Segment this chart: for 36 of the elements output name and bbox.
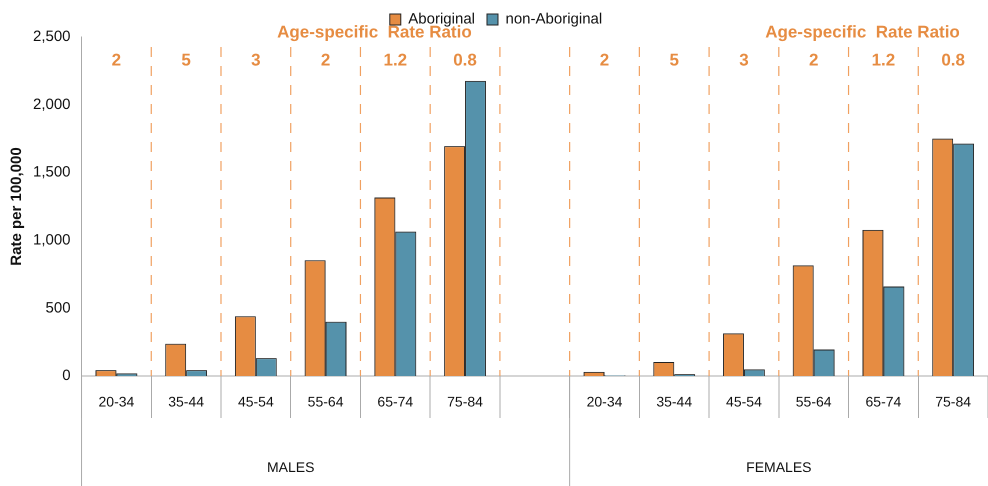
y-tick-label: 500: [46, 299, 71, 316]
x-tick-label: 55-64: [308, 393, 344, 410]
annotation: Age-specific Rate Ratio: [765, 22, 960, 42]
x-tick-label: 45-54: [726, 393, 762, 410]
y-axis-title: Rate per 100,000: [8, 147, 26, 266]
text: FEMALES: [746, 458, 812, 475]
x-tick-label: 20-34: [586, 393, 623, 410]
annotation: 2: [600, 50, 610, 70]
x-tick-label: 75-84: [935, 393, 972, 410]
annotation: 2: [808, 50, 818, 70]
y-tick-label: 0: [62, 367, 71, 384]
annotation: 2: [112, 50, 122, 70]
annotation: 1.2: [872, 50, 896, 70]
x-tick-label: 75-84: [447, 393, 484, 410]
annotation: 2: [320, 50, 330, 70]
x-tick-label: 55-64: [796, 393, 832, 410]
annotation: 3: [251, 50, 261, 70]
annotation: 0.8: [941, 50, 965, 70]
y-tick-label: 2,500: [32, 28, 71, 46]
y-tick-label: 1,500: [32, 164, 71, 181]
legend-label: Aboriginal: [408, 10, 475, 28]
x-tick-label: 35-44: [656, 393, 692, 410]
annotation: 0.8: [453, 50, 477, 70]
x-tick-label: 35-44: [168, 393, 204, 410]
y-tick-label: 2,000: [32, 96, 71, 113]
text: MALES: [266, 458, 314, 475]
legend-label: non-Aboriginal: [505, 10, 602, 28]
annotation: 3: [739, 50, 749, 70]
x-tick-label: 45-54: [238, 393, 274, 410]
annotation: 1.2: [383, 50, 408, 70]
x-tick-label: 65-74: [866, 393, 902, 410]
x-tick-label: 20-34: [98, 393, 135, 410]
y-tick-label: 1,000: [32, 232, 71, 249]
annotation: 5: [669, 50, 679, 70]
x-tick-label: 65-74: [377, 393, 414, 410]
annotation: 5: [181, 50, 191, 70]
